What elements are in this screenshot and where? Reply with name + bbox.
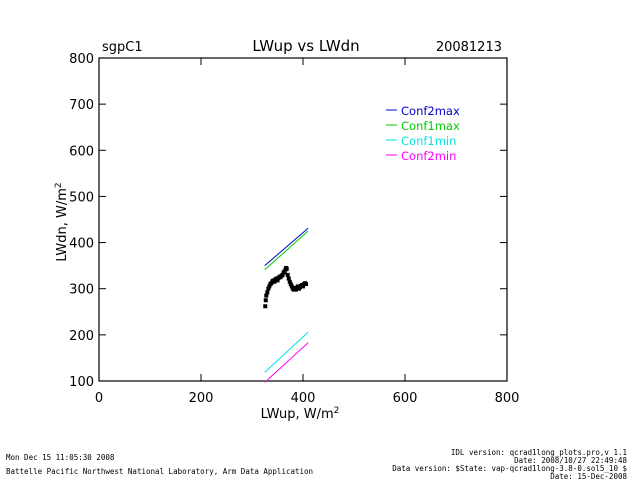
y-axis-label: LWdn, W/m2 [54, 182, 70, 261]
y-axis: 100 200 300 400 500 600 700 800 [69, 52, 507, 390]
plot-series [263, 227, 309, 383]
legend-label: Conf1max [401, 119, 460, 133]
site-label: sgpC1 [102, 40, 143, 55]
x-axis: 0 200 400 600 800 [95, 58, 520, 406]
x-tick-label: 400 [291, 391, 316, 406]
x-tick-label: 600 [393, 391, 418, 406]
data-point [263, 304, 268, 309]
idl-version: IDL version: qcrad1long_plots.pro,v 1.1 [450, 448, 627, 457]
legend-label: Conf2min [401, 149, 456, 163]
data-point [280, 272, 285, 277]
data-version: Data version: $State: vap-qcrad1long-3.8… [392, 464, 627, 473]
data-point [285, 272, 290, 277]
data-point [263, 298, 268, 303]
data-point [266, 286, 271, 291]
y-tick-label: 800 [69, 52, 94, 67]
data-point [265, 290, 270, 295]
data-point [284, 266, 289, 271]
y-tick-label: 300 [69, 283, 94, 298]
data-point [267, 284, 272, 289]
series-line-conf2min [264, 342, 309, 383]
series-line-conf2max [264, 227, 309, 267]
y-tick-label: 700 [69, 98, 94, 113]
data-point [286, 276, 291, 281]
x-tick-label: 200 [189, 391, 214, 406]
legend-label: Conf2max [401, 104, 460, 118]
x-tick-label: 800 [495, 391, 520, 406]
y-tick-label: 600 [69, 144, 94, 159]
data-point [295, 284, 300, 289]
idl-date: Date: 2008/10/27 22:49:48 [514, 456, 627, 465]
series-line-conf1max [264, 230, 309, 271]
y-tick-label: 500 [69, 190, 94, 205]
data-point [287, 279, 292, 284]
date-label: 20081213 [436, 40, 502, 55]
x-axis-label: LWup, W/m2 [261, 406, 340, 422]
data-point [304, 282, 309, 287]
data-point [301, 284, 305, 289]
organization-label: Battelle Pacific Northwest National Labo… [6, 467, 314, 476]
legend-label: Conf1min [401, 134, 456, 148]
data-point [288, 282, 293, 287]
chart-title: LWup vs LWdn [252, 37, 359, 55]
data-point [289, 284, 294, 289]
data-point [264, 293, 269, 298]
run-timestamp: Mon Dec 15 11:05:30 2008 [6, 453, 115, 462]
series-line-conf1min [264, 331, 309, 373]
y-tick-label: 200 [69, 329, 94, 344]
x-tick-label: 0 [95, 391, 103, 406]
y-tick-label: 100 [69, 375, 94, 390]
y-tick-label: 400 [69, 237, 94, 252]
data-point [272, 279, 277, 284]
data-point [275, 278, 280, 283]
data-date: Date: 15-Dec-2008 [550, 472, 627, 481]
